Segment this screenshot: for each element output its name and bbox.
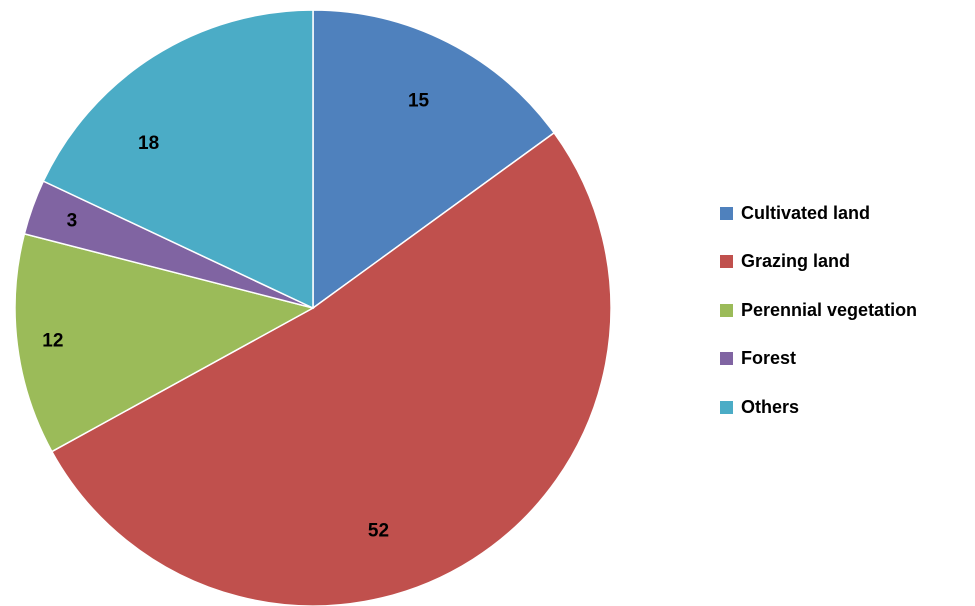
legend-label-cultivated-land: Cultivated land [741,202,871,223]
legend-swatch-grazing-land [720,255,733,268]
legend-item-forest: Forest [720,347,975,371]
pie-slice-grazing-land [50,131,612,606]
legend-label-grazing-land: Grazing land [741,251,851,271]
legend-item-cultivated-land: Cultivated land [720,201,975,225]
legend-item-grazing-land: Grazing land [720,250,975,274]
pie-slice-others [42,9,314,310]
data-label-grazing-land: 52 [368,521,389,542]
data-label-cultivated-land: 15 [408,90,430,111]
data-label-forest: 3 [67,211,78,232]
legend-item-perennial-vegetation: Perennial vegetation [720,298,975,322]
legend-label-perennial-vegetation: Perennial vegetation [741,299,918,320]
pie-slice-cultivated-land [312,9,556,310]
legend-swatch-perennial-vegetation [720,303,733,317]
data-label-others: 18 [138,133,159,154]
data-label-perennial-vegetation: 12 [42,330,63,351]
legend-item-others: Others [720,395,975,419]
legend-swatch-others [720,400,733,414]
legend-label-others: Others [741,396,800,417]
legend-label-forest: Forest [741,348,797,368]
legend-swatch-cultivated-land [720,206,733,220]
legend: Cultivated land Grazing land Perennial veg… [720,201,975,444]
pie-slice-perennial-vegetation [14,232,316,453]
legend-swatch-forest [720,352,733,365]
